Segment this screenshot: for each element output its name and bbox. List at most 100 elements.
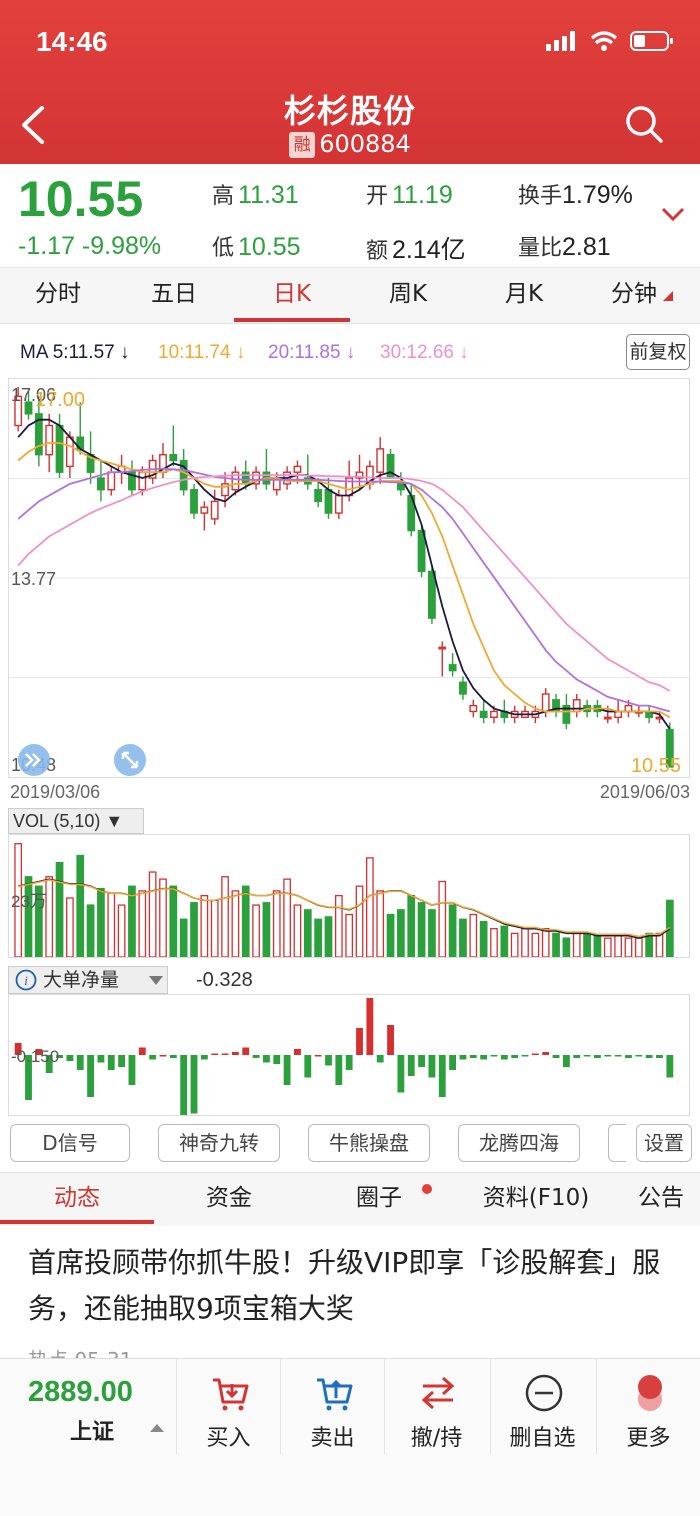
buy-button[interactable]: 买入 (176, 1358, 280, 1454)
volume-bar (293, 904, 302, 957)
flow-bar (366, 998, 374, 1055)
tab-circle[interactable]: 圈子 (356, 1185, 402, 1211)
flow-bar (294, 1049, 301, 1055)
magic-nine-button[interactable]: 神奇九转 (158, 1124, 280, 1162)
flow-bar (511, 1055, 519, 1058)
period-tabs: 分时 五日 日K 周K 月K 分钟 (0, 268, 700, 324)
price-adjust-button[interactable]: 前复权 (626, 334, 690, 370)
volume-bar (469, 913, 478, 957)
remove-watchlist-button[interactable]: 删自选 (490, 1358, 594, 1454)
flow-bar (645, 1055, 653, 1058)
volume-bar (345, 913, 354, 957)
flow-bar (387, 1025, 394, 1055)
flow-bar (221, 1053, 229, 1055)
volume-bar (448, 904, 457, 957)
quote-panel: 10.55 -1.17 -9.98% 高 11.31 低 10.55 开 11.19 … (0, 164, 700, 268)
status-icons (546, 30, 674, 52)
flow-bar (25, 1055, 32, 1100)
candle-body (665, 728, 674, 768)
candle-body (107, 471, 116, 491)
tab-announcements[interactable]: 公告 (638, 1185, 684, 1211)
chevron-down-icon[interactable] (660, 204, 686, 224)
cancel-hold-button[interactable]: 撤/持 (384, 1358, 488, 1454)
volume-bar (66, 897, 74, 957)
flow-bar (438, 1055, 446, 1097)
flow-bar (666, 1055, 674, 1078)
tab-dynamics[interactable]: 动态 (54, 1185, 100, 1211)
flow-bar (231, 1052, 239, 1055)
volume-bar (552, 932, 560, 957)
candle-body (479, 710, 488, 719)
volume-bar (283, 878, 291, 957)
volume-indicator-selector[interactable]: VOL (5,10) ▼ (8, 808, 144, 834)
notification-dot (422, 1184, 432, 1194)
more-button[interactable]: 更多 (596, 1358, 700, 1454)
volume-ratio-field: 量比2.81 (518, 230, 611, 262)
tab-funds[interactable]: 资金 (206, 1185, 252, 1211)
flow-bar (180, 1055, 188, 1115)
flow-bar (35, 1049, 43, 1055)
flow-bar (190, 1055, 198, 1114)
flow-bar (149, 1055, 157, 1060)
flow-bar (211, 1053, 219, 1055)
ma-line-ma30 (17, 474, 671, 692)
tab-weekly-k[interactable]: 周K (388, 281, 428, 307)
volume-bar (355, 885, 364, 957)
hidden-indicator-button[interactable] (608, 1124, 626, 1162)
flow-indicator-selector[interactable]: i 大单净量 (8, 966, 168, 994)
flow-bar (118, 1055, 126, 1067)
kline-max-label: 17.06 (11, 385, 57, 405)
index-caret-icon (150, 1424, 164, 1432)
volume-bar (76, 854, 85, 957)
tab-minute[interactable]: 分钟 (584, 268, 700, 324)
volume-bar (459, 918, 467, 957)
news-tab-indicator (0, 1220, 154, 1224)
flow-bar (604, 1055, 612, 1057)
bull-bear-button[interactable]: 牛熊操盘 (308, 1124, 430, 1162)
scroll-left-icon[interactable] (17, 743, 51, 777)
index-value[interactable]: 2889.00 (28, 1376, 133, 1408)
buy-label: 买入 (206, 1426, 251, 1451)
flow-bar (356, 1028, 363, 1055)
battery-icon (630, 31, 673, 51)
candle-body (34, 413, 43, 456)
candle-body (45, 424, 54, 456)
kline-peak-label: 17.00 (35, 389, 86, 411)
info-icon[interactable]: i (15, 969, 37, 991)
tab-daily-k[interactable]: 日K (272, 281, 312, 307)
tab-five-day[interactable]: 五日 (151, 281, 197, 307)
volume-bar (169, 885, 178, 957)
minus-circle-icon (525, 1374, 563, 1412)
settings-button[interactable]: 设置 (636, 1124, 692, 1162)
tab-monthly-k[interactable]: 月K (504, 281, 544, 307)
volume-bar (324, 916, 333, 957)
dragon-button[interactable]: 龙腾四海 (458, 1124, 580, 1162)
flow-bar (594, 1055, 601, 1058)
flow-bar (56, 1055, 63, 1058)
volume-chart: 23万 (8, 834, 690, 958)
search-icon[interactable] (624, 104, 664, 144)
news-headline[interactable]: 首席投顾带你抓牛股！升级VIP即享「诊股解套」服务，还能抽取9项宝箱大奖 (28, 1246, 661, 1325)
d-signal-button[interactable]: D信号 (10, 1124, 130, 1162)
flow-bar (314, 1055, 322, 1057)
candle-body (624, 704, 633, 713)
sell-button[interactable]: 卖出 (280, 1358, 384, 1454)
candle-body (490, 710, 498, 719)
volume-bar (314, 918, 322, 957)
volume-ma10-line (18, 879, 671, 938)
tab-intraday[interactable]: 分时 (35, 281, 81, 307)
fullscreen-icon[interactable] (113, 743, 147, 777)
volume-bar (438, 880, 447, 957)
remove-watchlist-label: 删自选 (509, 1426, 576, 1451)
turnover-field: 换手1.79% (518, 178, 633, 210)
volume-bar (541, 928, 550, 957)
candle-body (231, 471, 240, 491)
tab-f10[interactable]: 资料(F10) (482, 1185, 590, 1211)
kline-chart[interactable]: 17.06 17.00 13.77 10.48 10.55 (8, 378, 690, 778)
index-name[interactable]: 上证 (70, 1420, 115, 1445)
volume-bar (428, 909, 436, 957)
back-icon[interactable] (16, 104, 50, 146)
turnover-label: 换手 (518, 184, 563, 209)
candle-body (324, 489, 333, 514)
stock-code-row: 融 600884 (0, 130, 700, 158)
